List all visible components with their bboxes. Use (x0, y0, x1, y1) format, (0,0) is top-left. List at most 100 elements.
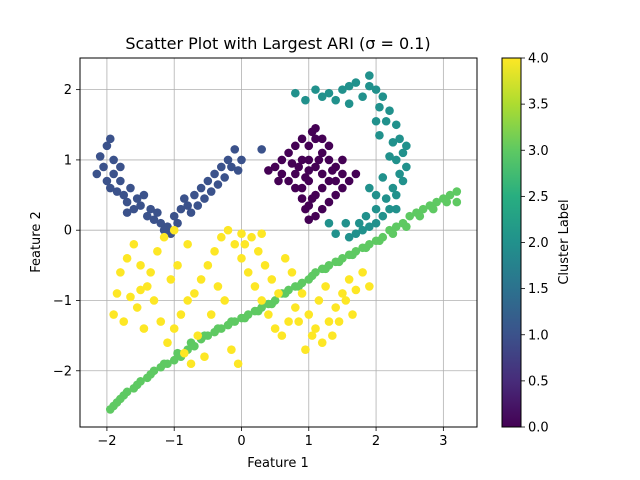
data-point-cluster-4 (119, 317, 129, 326)
scatter-points (92, 71, 462, 414)
data-point-cluster-0 (328, 166, 337, 175)
data-point-cluster-2 (331, 95, 340, 105)
data-point-cluster-3 (388, 229, 398, 239)
data-point-cluster-4 (277, 331, 287, 340)
data-point-cluster-4 (311, 324, 320, 333)
data-point-cluster-2 (391, 120, 401, 130)
data-point-cluster-1 (132, 194, 142, 203)
data-point-cluster-4 (291, 303, 300, 312)
data-point-cluster-4 (237, 229, 246, 239)
data-point-cluster-4 (230, 239, 240, 249)
data-point-cluster-0 (277, 169, 287, 179)
data-point-cluster-1 (190, 190, 199, 200)
data-point-cluster-4 (217, 232, 226, 242)
data-point-cluster-1 (109, 169, 118, 179)
data-point-cluster-0 (291, 183, 300, 193)
data-point-cluster-4 (183, 296, 192, 305)
data-point-cluster-4 (203, 261, 213, 270)
data-point-cluster-2 (371, 218, 381, 228)
data-point-cluster-0 (304, 215, 314, 224)
data-point-cluster-4 (254, 246, 263, 256)
data-point-cluster-1 (105, 183, 115, 193)
data-point-cluster-1 (233, 166, 243, 175)
data-point-cluster-2 (375, 102, 384, 112)
data-point-cluster-0 (324, 141, 334, 151)
data-point-cluster-3 (432, 197, 441, 207)
data-point-cluster-3 (418, 204, 428, 214)
colorbar-tick-label: 0.5 (528, 374, 549, 389)
data-point-cluster-1 (146, 204, 155, 214)
data-point-cluster-2 (388, 138, 398, 147)
data-point-cluster-4 (176, 310, 186, 319)
data-point-cluster-4 (304, 310, 314, 319)
data-point-cluster-1 (169, 211, 179, 221)
data-point-cluster-4 (260, 261, 270, 270)
x-tick-label: 2 (372, 434, 380, 449)
data-point-cluster-4 (247, 232, 256, 242)
data-point-cluster-3 (334, 257, 344, 267)
data-point-cluster-1 (122, 197, 132, 207)
data-point-cluster-4 (200, 352, 209, 362)
data-point-cluster-2 (341, 218, 351, 228)
data-point-cluster-0 (297, 134, 307, 144)
data-point-cluster-0 (351, 169, 361, 179)
data-point-cluster-2 (402, 162, 411, 172)
data-point-cluster-0 (291, 141, 300, 151)
colorbar-tick-label: 0.0 (528, 421, 549, 436)
x-tick-label: 3 (439, 434, 447, 449)
data-point-cluster-0 (344, 176, 354, 186)
data-point-cluster-3 (105, 405, 115, 414)
data-point-cluster-2 (358, 92, 367, 101)
data-point-cluster-1 (92, 169, 102, 179)
data-point-cluster-1 (126, 183, 135, 193)
colorbar-tick-label: 4.0 (528, 52, 549, 67)
data-point-cluster-4 (358, 268, 367, 277)
data-point-cluster-0 (324, 197, 334, 207)
data-point-cluster-1 (139, 190, 149, 200)
data-point-cluster-3 (200, 331, 209, 340)
data-point-cluster-4 (365, 282, 374, 291)
data-point-cluster-4 (351, 285, 361, 295)
data-point-cluster-0 (291, 169, 300, 179)
data-point-cluster-4 (179, 348, 189, 358)
data-point-cluster-1 (122, 208, 132, 217)
data-point-cluster-0 (311, 134, 320, 144)
data-point-cluster-0 (297, 194, 307, 203)
data-point-cluster-4 (116, 268, 125, 277)
data-point-cluster-3 (186, 338, 196, 347)
data-point-cluster-2 (365, 71, 374, 80)
x-tick-label: 1 (305, 434, 313, 449)
data-point-cluster-4 (243, 268, 253, 277)
data-point-cluster-1 (156, 218, 166, 228)
colorbar-tick-label: 2.5 (528, 190, 549, 205)
data-point-cluster-4 (220, 296, 229, 305)
data-point-cluster-0 (317, 148, 327, 158)
data-point-cluster-2 (375, 131, 384, 140)
data-point-cluster-1 (176, 204, 186, 214)
data-point-cluster-1 (159, 225, 169, 235)
x-axis-ticks: −2 −1 0 1 2 3 (97, 427, 447, 449)
data-point-cluster-4 (136, 285, 145, 295)
data-point-cluster-2 (365, 222, 374, 231)
data-point-cluster-1 (129, 204, 139, 214)
data-point-cluster-0 (304, 201, 314, 210)
data-point-cluster-2 (388, 183, 398, 193)
data-point-cluster-4 (122, 254, 132, 263)
data-point-cluster-4 (344, 275, 354, 284)
data-point-cluster-2 (391, 190, 401, 200)
data-point-cluster-1 (136, 201, 145, 210)
data-point-cluster-1 (227, 162, 236, 172)
data-point-cluster-4 (196, 275, 206, 284)
data-point-cluster-0 (284, 148, 293, 158)
data-point-cluster-0 (314, 155, 324, 165)
data-point-cluster-1 (200, 194, 209, 203)
data-point-cluster-4 (294, 317, 303, 326)
data-point-cluster-4 (338, 289, 347, 298)
data-point-cluster-2 (344, 81, 354, 91)
data-point-cluster-4 (331, 303, 340, 312)
data-point-cluster-3 (391, 222, 401, 231)
data-point-cluster-4 (183, 239, 192, 249)
x-tick-label: −2 (97, 434, 116, 449)
data-point-cluster-3 (132, 380, 142, 390)
data-point-cluster-4 (193, 331, 203, 340)
